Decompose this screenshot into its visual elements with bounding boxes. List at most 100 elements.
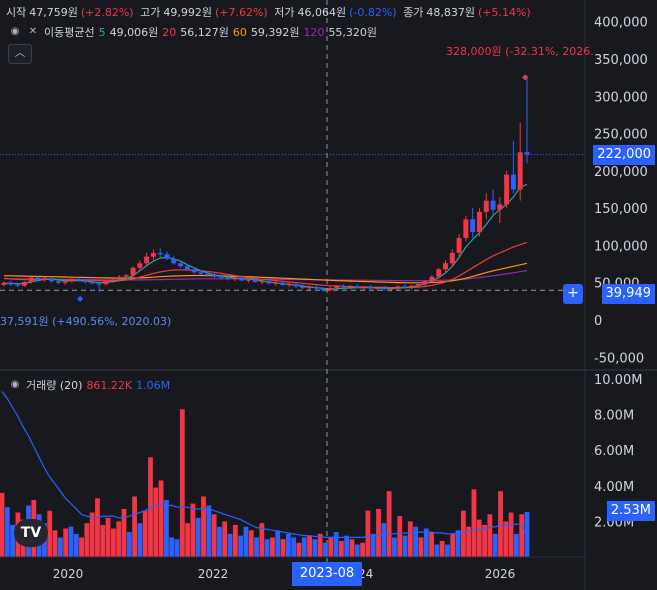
y-tick-label: 350,000 [594, 53, 648, 68]
volume-bar [429, 532, 434, 557]
y-tick-label: 200,000 [594, 165, 648, 180]
volume-bar [47, 510, 53, 557]
candle-body [69, 278, 75, 282]
ma120-value: 55,320원 [328, 26, 378, 39]
volume-bar [317, 533, 323, 557]
volume-legend: ◉ 거래량 (20) 861.22K 1.06M [8, 377, 171, 393]
close-label: 종가 [403, 6, 424, 19]
ma20-line [3, 241, 528, 289]
volume-bar [407, 521, 413, 557]
candle-body [137, 263, 143, 268]
volume-bar [105, 517, 111, 557]
ma60-value: 59,392원 [250, 26, 300, 39]
visibility-icon[interactable]: ◉ [10, 379, 20, 390]
high-annotation: 328,000원 (-32.31%, 2026. [446, 45, 594, 58]
candle-body [232, 278, 238, 280]
volume-bar [503, 521, 509, 557]
volume-bar [471, 489, 477, 557]
volume-ma-line [1, 391, 528, 539]
volume-bar [402, 535, 408, 557]
candle-body [259, 281, 265, 283]
volume-bar [354, 544, 360, 557]
volume-bar [280, 539, 286, 557]
close-icon[interactable]: ✕ [28, 26, 38, 37]
x-tick-2026: 2026 [484, 567, 516, 581]
volume-bar [338, 540, 344, 557]
last-volume-label: 2.53M [606, 501, 655, 521]
volume-bar [296, 542, 302, 557]
candle-body [395, 286, 401, 289]
volume-bar [508, 512, 514, 557]
cursor-price-label: 39,949 [601, 284, 655, 304]
low-marker: ◆ [77, 294, 84, 303]
visibility-icon[interactable]: ◉ [10, 26, 20, 37]
y-tick-label: 100,000 [594, 239, 648, 254]
ma60-line [3, 262, 528, 284]
volume-bar [370, 533, 376, 557]
tradingview-logo[interactable]: TV [14, 519, 48, 547]
volume-bar [450, 533, 456, 557]
candle-body [510, 174, 516, 190]
volume-bar [487, 514, 493, 557]
open-pct: (+2.82%) [80, 6, 134, 19]
volume-bar [349, 539, 355, 557]
ma20-value: 56,127원 [180, 26, 229, 39]
volume-bar [243, 526, 249, 557]
last-price-label: 222,000 [593, 145, 655, 165]
collapse-legend-button[interactable]: ︿ [8, 44, 32, 64]
volume-bar [0, 492, 5, 557]
add-alert-button[interactable]: + [563, 284, 583, 304]
volume-bar [476, 519, 482, 557]
candle-body [144, 256, 150, 264]
plus-icon: + [567, 285, 579, 301]
volume-bar [519, 514, 525, 557]
volume-bar [418, 537, 424, 557]
candle-body [212, 275, 218, 277]
volume-bar [121, 508, 127, 557]
candle-body [96, 283, 102, 285]
candle-body [252, 279, 258, 282]
candle-body [55, 281, 61, 283]
candle-body [157, 252, 163, 255]
candle-body [381, 287, 387, 290]
ohlc-legend: 시작 47,759원 (+2.82%) 고가 49,992원 (+7.62%) 저가 46… [6, 4, 534, 20]
candle-body [110, 279, 116, 282]
volume-bar [312, 539, 318, 557]
candle-body [8, 282, 14, 285]
volume-bar [381, 523, 387, 557]
ma120-period: 120 [303, 25, 325, 39]
volume-bar [455, 530, 461, 557]
cursor-date-label: 2023-08 [292, 562, 362, 586]
candle-body [279, 282, 285, 285]
volume-bar [89, 512, 95, 557]
volume-bar [323, 542, 328, 557]
volume-bar [84, 523, 90, 557]
volume-bar [333, 532, 339, 557]
volume-bar [169, 537, 175, 557]
volume-tick-label: 8.00M [594, 409, 634, 424]
volume-bar [392, 537, 397, 557]
candle-body [218, 276, 224, 278]
volume-bar [73, 533, 79, 557]
volume-bar [259, 523, 265, 557]
candle-body [456, 237, 462, 253]
volume-bar [285, 533, 291, 557]
volume-bar [360, 542, 366, 557]
volume-bar [524, 511, 530, 557]
volume-bar [397, 516, 403, 557]
y-tick-label: -50,000 [594, 351, 644, 366]
volume-bar [10, 524, 16, 557]
volume-bar [445, 544, 450, 557]
volume-bar [365, 510, 371, 557]
x-tick-2020: 2020 [52, 567, 84, 581]
volume-tick-label: 10.00M [594, 373, 642, 388]
candle-body [1, 282, 7, 285]
candle-body [524, 152, 530, 155]
volume-bar [158, 480, 164, 557]
volume-bar [482, 524, 487, 557]
volume-bar [413, 526, 419, 557]
volume-bar [328, 537, 334, 557]
volume-bar [110, 528, 116, 557]
candle-body [130, 267, 136, 276]
